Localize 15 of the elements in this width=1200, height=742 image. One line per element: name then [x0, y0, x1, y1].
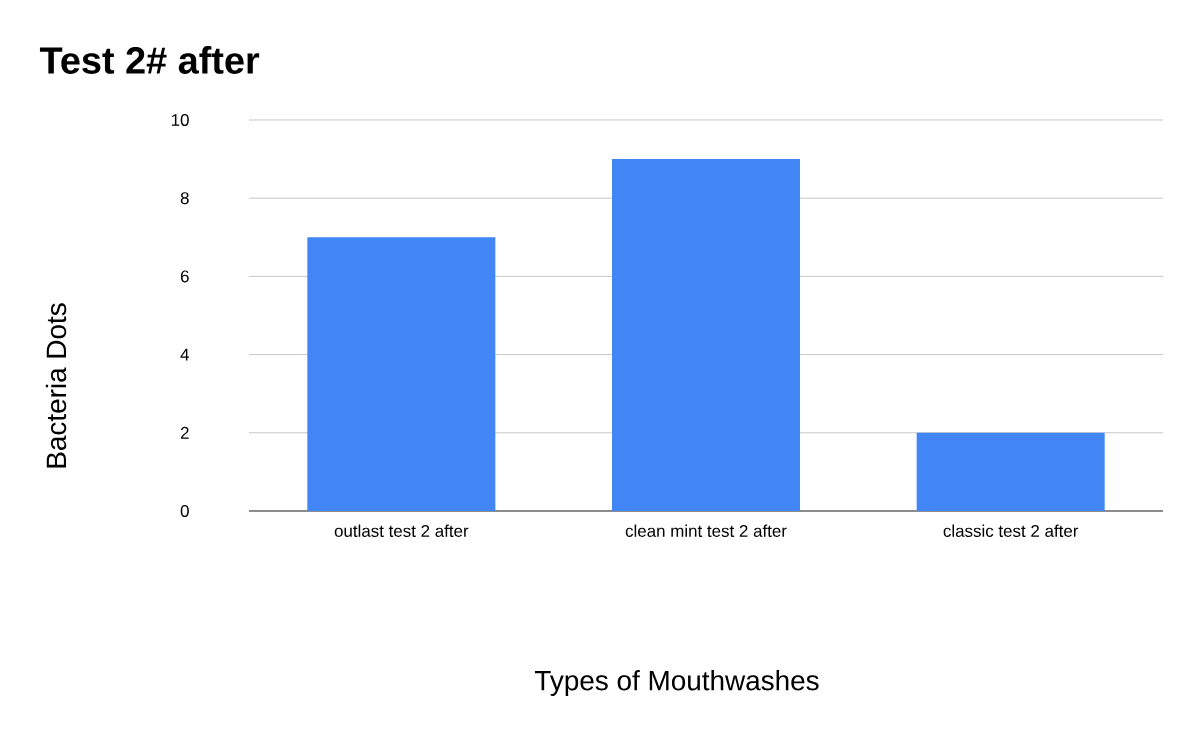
y-tick-label: 10 [171, 113, 189, 126]
x-tick-label: classic test 2 after [943, 524, 1079, 537]
chart-title: Test 2# after [39, 46, 260, 74]
x-tick-label: clean mint test 2 after [625, 524, 787, 537]
y-tick-label: 0 [180, 504, 189, 517]
y-axis-title: Bacteria Dots [45, 303, 67, 468]
y-tick-label: 8 [180, 192, 189, 205]
bar [307, 237, 496, 511]
x-axis-title: Types of Mouthwashes [534, 669, 819, 696]
x-tick-label: outlast test 2 after [334, 524, 469, 537]
bar [916, 432, 1105, 511]
bar [612, 159, 801, 511]
y-tick-label: 6 [180, 270, 189, 283]
y-tick-label: 2 [180, 426, 189, 439]
y-tick-label: 4 [180, 348, 189, 361]
